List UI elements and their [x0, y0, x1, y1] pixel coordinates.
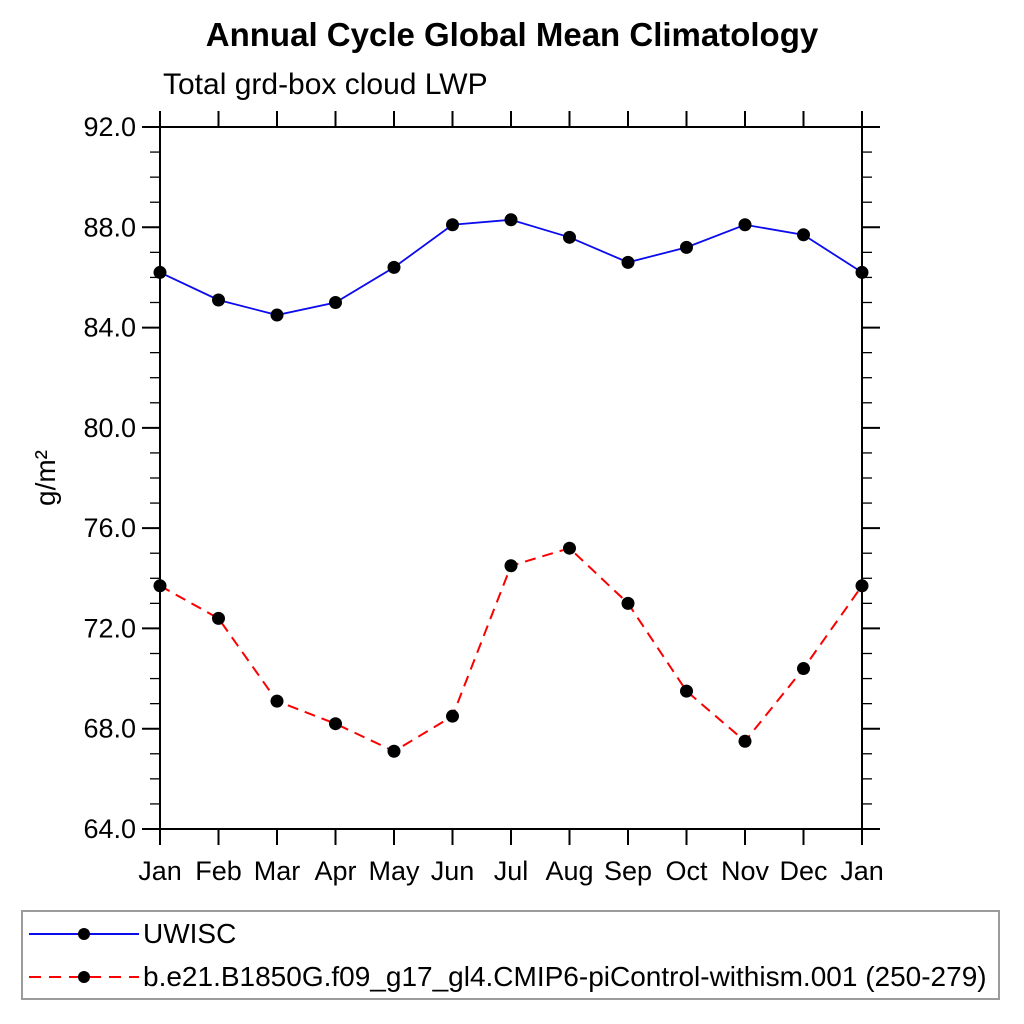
y-tick-label: 84.0	[83, 313, 136, 343]
legend-label-uwisc: UWISC	[143, 917, 237, 949]
x-tick-label: Jan	[840, 856, 884, 886]
data-point-marker	[270, 694, 284, 708]
data-point-marker	[797, 228, 810, 242]
data-point-marker	[212, 293, 225, 307]
x-tick-label: Jan	[138, 856, 182, 886]
series-line-1	[159, 547, 863, 753]
legend-label-model: b.e21.B1850G.f09_g17_gl4.CMIP6-piControl…	[143, 960, 987, 992]
data-point-marker	[680, 240, 693, 254]
data-point-marker	[504, 559, 518, 573]
data-point-marker	[855, 265, 869, 279]
data-point-marker	[563, 541, 576, 555]
data-point-marker	[563, 230, 576, 244]
data-point-marker	[797, 662, 810, 676]
data-point-marker	[387, 260, 401, 274]
x-tick-label: Dec	[779, 856, 827, 886]
y-tick-label: 92.0	[83, 112, 136, 142]
x-tick-label: Nov	[721, 856, 770, 886]
x-tick-label: Jul	[494, 856, 529, 886]
x-tick-label: Mar	[254, 856, 301, 886]
data-point-marker	[621, 596, 635, 610]
data-point-marker	[855, 579, 869, 593]
series-line-0	[159, 218, 863, 316]
data-point-marker	[212, 611, 225, 625]
x-tick-label: Jun	[431, 856, 475, 886]
x-tick-label: May	[368, 856, 420, 886]
legend-line-sample-model-icon	[29, 970, 139, 983]
x-tick-label: Sep	[604, 856, 652, 886]
chart-title: Annual Cycle Global Mean Climatology	[205, 16, 819, 53]
x-tick-label: Feb	[195, 856, 242, 886]
data-point-marker	[621, 255, 635, 269]
y-tick-label: 64.0	[83, 814, 136, 844]
data-point-marker	[153, 265, 167, 279]
data-point-marker	[504, 213, 518, 227]
data-point-marker	[329, 296, 342, 309]
legend: UWISC b.e21.B1850G.f09_g17_gl4.CMIP6-piC…	[21, 910, 1000, 1000]
axis-frame	[159, 126, 863, 830]
y-tick-label: 76.0	[83, 513, 136, 543]
x-tick-label: Aug	[545, 856, 593, 886]
data-point-marker	[446, 218, 459, 232]
legend-row-uwisc: UWISC	[28, 912, 998, 955]
y-tick-label: 88.0	[83, 212, 136, 242]
x-tick-label: Apr	[314, 856, 356, 886]
data-point-marker	[738, 218, 752, 232]
y-tick-label: 80.0	[83, 413, 136, 443]
data-point-marker	[680, 684, 693, 698]
legend-line-sample-uwisc-icon	[29, 927, 139, 940]
data-point-marker	[329, 717, 342, 731]
data-point-marker	[270, 308, 284, 322]
data-point-marker	[446, 709, 459, 723]
chart-subtitle: Total grd-box cloud LWP	[163, 68, 488, 101]
data-point-marker	[738, 734, 752, 748]
y-tick-label: 68.0	[83, 714, 136, 744]
data-point-marker	[387, 744, 401, 758]
legend-row-model: b.e21.B1850G.f09_g17_gl4.CMIP6-piControl…	[28, 955, 998, 998]
x-tick-label: Oct	[665, 856, 708, 886]
data-point-marker	[153, 579, 167, 593]
y-tick-label: 72.0	[83, 613, 136, 643]
